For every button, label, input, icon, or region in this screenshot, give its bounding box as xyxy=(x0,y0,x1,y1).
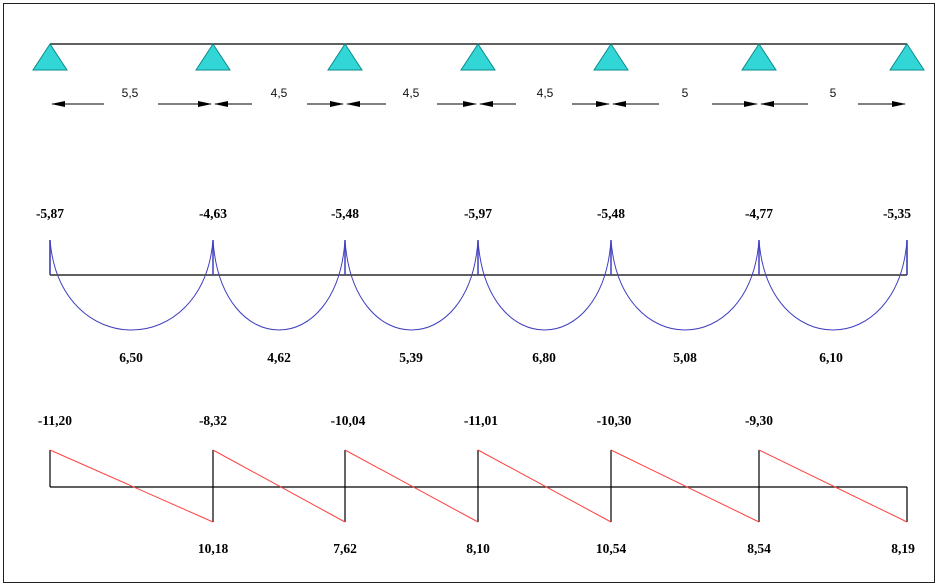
moment-diagram xyxy=(49,239,908,331)
shear-bottom-3: 8,10 xyxy=(466,541,490,556)
shear-bottom-4: 10,54 xyxy=(596,541,627,556)
shear-line-6 xyxy=(758,449,908,523)
moment-curve-6 xyxy=(758,239,908,331)
moment-support-1: -5,87 xyxy=(36,206,64,221)
shear-bottom-2: 7,62 xyxy=(333,541,357,556)
arrowhead-left-4 xyxy=(479,101,493,107)
shear-bottom-6: 8,19 xyxy=(891,541,915,556)
span-label-3: 4,5 xyxy=(403,86,420,100)
diagram-frame xyxy=(3,3,935,583)
moment-support-3: -5,48 xyxy=(331,206,359,221)
arrowhead-right-5 xyxy=(744,101,758,107)
moment-span-1: 6,50 xyxy=(119,350,143,365)
arrowhead-right-3 xyxy=(463,101,477,107)
shear-bottom-1: 10,18 xyxy=(198,541,229,556)
shear-line-1 xyxy=(49,449,214,523)
arrowhead-left-1 xyxy=(51,101,65,107)
arrowhead-left-6 xyxy=(760,101,774,107)
support-triangle-2 xyxy=(195,43,231,71)
moment-curve-4 xyxy=(477,239,612,331)
moment-span-4: 6,80 xyxy=(532,350,556,365)
shear-top-5: -10,30 xyxy=(597,413,632,428)
span-label-2: 4,5 xyxy=(271,86,288,100)
span-label-6: 5 xyxy=(830,86,837,100)
support-triangle-4 xyxy=(460,43,496,71)
shear-line-2 xyxy=(212,449,346,523)
support-triangle-5 xyxy=(593,43,629,71)
span-label-4: 4,5 xyxy=(537,86,554,100)
support-triangle-7 xyxy=(889,43,925,71)
moment-span-2: 4,62 xyxy=(267,350,291,365)
arrowhead-right-1 xyxy=(198,101,212,107)
supports-group xyxy=(32,43,925,71)
moment-support-7: -5,35 xyxy=(883,206,911,221)
moment-span-5: 5,08 xyxy=(673,350,697,365)
shear-top-3: -10,04 xyxy=(331,413,366,428)
shear-top-6: -9,30 xyxy=(745,413,773,428)
shear-bottom-5: 8,54 xyxy=(747,541,771,556)
support-triangle-1 xyxy=(32,43,68,71)
span-dimensions xyxy=(51,101,906,107)
shear-diagram xyxy=(49,449,908,523)
arrowhead-right-4 xyxy=(596,101,610,107)
shear-line-5 xyxy=(610,449,760,523)
shear-line-3 xyxy=(344,449,479,523)
moment-support-6: -4,77 xyxy=(745,206,773,221)
shear-top-1: -11,20 xyxy=(38,413,72,428)
span-label-1: 5,5 xyxy=(122,86,139,100)
moment-span-6: 6,10 xyxy=(819,350,843,365)
moment-curve-1 xyxy=(49,239,214,331)
span-label-5: 5 xyxy=(682,86,689,100)
moment-support-4: -5,97 xyxy=(464,206,492,221)
arrowhead-right-6 xyxy=(892,101,906,107)
moment-span-3: 5,39 xyxy=(399,350,423,365)
moment-support-5: -5,48 xyxy=(597,206,625,221)
support-triangle-6 xyxy=(741,43,777,71)
arrowhead-left-3 xyxy=(346,101,360,107)
arrowhead-left-2 xyxy=(214,101,228,107)
arrowhead-left-5 xyxy=(612,101,626,107)
shear-top-4: -11,01 xyxy=(464,413,498,428)
shear-top-2: -8,32 xyxy=(199,413,227,428)
support-triangle-3 xyxy=(327,43,363,71)
moment-curve-3 xyxy=(344,239,479,331)
moment-support-2: -4,63 xyxy=(199,206,227,221)
arrowhead-right-2 xyxy=(330,101,344,107)
moment-curve-5 xyxy=(610,239,760,331)
shear-line-4 xyxy=(477,449,612,523)
moment-curve-2 xyxy=(212,239,346,331)
